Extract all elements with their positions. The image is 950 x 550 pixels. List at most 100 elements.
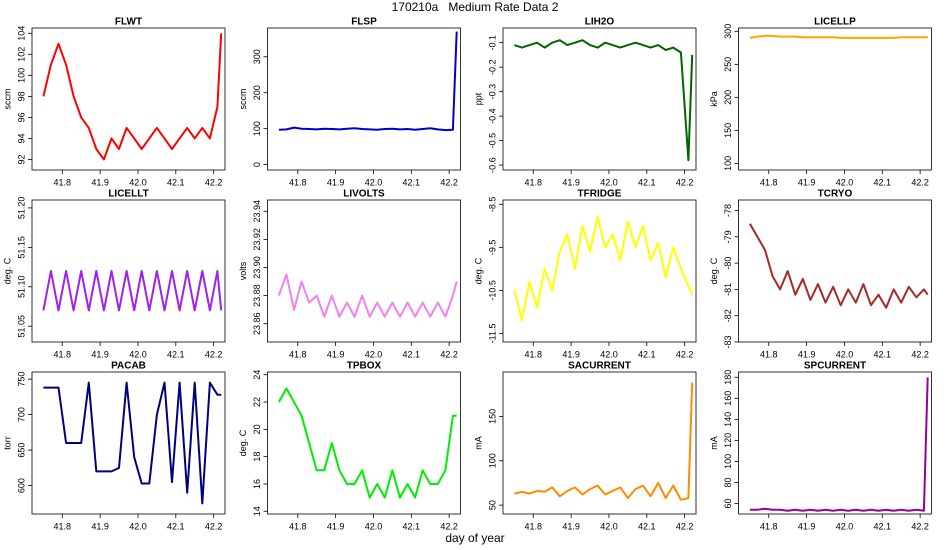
y-tick-label: 96	[16, 112, 26, 122]
series-line	[514, 382, 694, 501]
plot-frame	[267, 27, 461, 171]
x-tick-label: 41.9	[562, 177, 580, 187]
x-axis-label: day of year	[445, 531, 504, 545]
x-tick-label: 41.9	[798, 521, 816, 531]
x-tick-label: 41.9	[327, 521, 345, 531]
y-tick-label: 20	[252, 424, 262, 434]
x-tick-label: 41.8	[525, 521, 543, 531]
figure-title: 170210a Medium Rate Data 2	[392, 0, 559, 14]
y-tick-label: -0.5	[487, 133, 497, 149]
x-tick-label: 42.2	[205, 177, 223, 187]
y-tick-label: 140	[723, 412, 733, 427]
panel-title: TFRIDGE	[578, 189, 622, 200]
x-tick-label: 41.8	[54, 521, 72, 531]
x-tick-label: 41.8	[525, 349, 543, 359]
y-tick-label: 0	[252, 162, 262, 167]
y-tick-label: 94	[16, 133, 26, 143]
y-tick-label: -9.5	[487, 240, 497, 256]
x-tick-label: 42.0	[129, 349, 147, 359]
x-tick-label: 42.1	[638, 177, 656, 187]
panel-title: FLSP	[351, 17, 377, 28]
x-tick-label: 42.1	[638, 349, 656, 359]
y-tick-label: -0.3	[487, 84, 497, 100]
y-tick-label: -11.5	[487, 323, 497, 343]
x-tick-label: 42.1	[874, 521, 892, 531]
plot-frame	[31, 199, 226, 343]
x-tick-label: 42.0	[836, 177, 854, 187]
y-axis-label: deg. C	[473, 257, 483, 284]
plot-frame	[267, 371, 461, 515]
x-tick-label: 42.1	[403, 521, 421, 531]
x-tick-label: 41.8	[54, 177, 72, 187]
y-tick-label: 22	[252, 397, 262, 407]
y-tick-label: 51.10	[16, 276, 26, 299]
y-axis-label: sccm	[2, 89, 12, 110]
y-tick-label: 16	[252, 479, 262, 489]
x-tick-label: 42.1	[638, 521, 656, 531]
panel-title: TPBOX	[347, 361, 382, 372]
x-tick-label: 42.0	[836, 349, 854, 359]
y-tick-label: 23.86	[252, 312, 262, 335]
x-tick-label: 42.0	[600, 177, 618, 187]
x-tick-label: 42.0	[600, 349, 618, 359]
x-tick-label: 41.9	[327, 349, 345, 359]
y-axis-label: mA	[473, 436, 483, 450]
y-tick-label: 23.90	[252, 256, 262, 279]
x-tick-label: 41.8	[289, 349, 307, 359]
y-tick-label: 100	[487, 453, 497, 468]
series-line	[278, 387, 457, 499]
x-tick-label: 42.2	[911, 177, 929, 187]
y-tick-label: -0.4	[487, 108, 497, 124]
y-tick-label: 104	[16, 26, 26, 41]
y-tick-label: 180	[723, 370, 733, 385]
series-line	[277, 273, 458, 318]
y-tick-label: 23.92	[252, 228, 262, 251]
y-axis-label: volts	[238, 261, 248, 280]
x-tick-label: 41.9	[562, 349, 580, 359]
x-tick-label: 41.8	[289, 521, 307, 531]
plot-frame	[31, 371, 226, 515]
y-axis-label: kPa	[709, 91, 719, 107]
y-tick-label: 51.15	[16, 236, 26, 259]
x-tick-label: 42.2	[205, 349, 223, 359]
y-tick-label: 50	[487, 500, 497, 510]
x-tick-label: 41.8	[289, 177, 307, 187]
y-tick-label: 98	[16, 91, 26, 101]
x-tick-label: 42.0	[365, 177, 383, 187]
x-tick-label: 42.0	[365, 349, 383, 359]
y-tick-label: 23.94	[252, 200, 262, 223]
y-tick-label: 60	[723, 498, 733, 508]
plot-frame	[738, 371, 932, 515]
x-tick-label: 42.1	[874, 177, 892, 187]
x-tick-label: 42.1	[874, 349, 892, 359]
y-tick-label: 600	[16, 478, 26, 493]
x-tick-label: 41.9	[327, 177, 345, 187]
x-tick-label: 41.9	[91, 349, 109, 359]
x-tick-label: 42.2	[676, 177, 694, 187]
y-tick-label: -0.1	[487, 35, 497, 51]
x-tick-label: 42.1	[403, 349, 421, 359]
y-tick-label: 102	[16, 47, 26, 62]
y-tick-label: -10.5	[487, 280, 497, 301]
y-tick-label: 51.20	[16, 197, 26, 220]
y-tick-label: -83	[723, 335, 733, 348]
x-tick-label: 41.8	[760, 177, 778, 187]
series-line	[749, 34, 928, 39]
y-tick-label: 23.88	[252, 284, 262, 307]
series-line	[43, 381, 222, 505]
y-tick-label: 200	[252, 85, 262, 100]
x-tick-label: 41.9	[91, 521, 109, 531]
y-tick-label: 160	[723, 391, 733, 406]
y-tick-label: 120	[723, 433, 733, 448]
panel-title: PACAB	[111, 361, 146, 372]
x-tick-label: 42.0	[129, 521, 147, 531]
y-tick-label: 51.05	[16, 315, 26, 338]
y-tick-label: 150	[487, 409, 497, 424]
series-line	[42, 270, 223, 312]
plot-frame	[738, 27, 932, 171]
series-line	[514, 39, 694, 162]
panel-title: LIH2O	[585, 17, 615, 28]
x-tick-label: 41.8	[54, 349, 72, 359]
y-tick-label: 650	[16, 443, 26, 458]
x-tick-label: 41.8	[760, 349, 778, 359]
